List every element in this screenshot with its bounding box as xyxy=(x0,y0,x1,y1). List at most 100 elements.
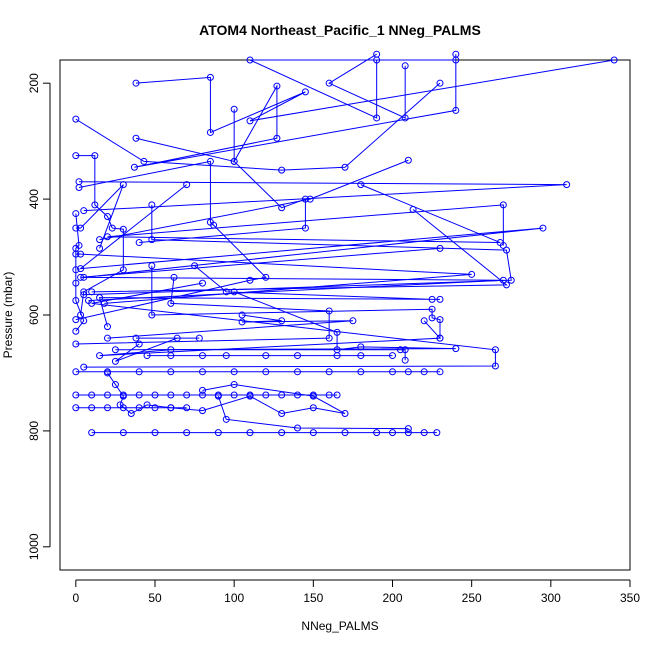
data-point xyxy=(230,157,238,165)
data-point xyxy=(135,340,143,348)
data-point xyxy=(72,368,80,376)
data-point xyxy=(132,79,140,87)
data-point xyxy=(278,410,286,418)
data-point xyxy=(262,391,270,399)
x-tick-label: 0 xyxy=(72,591,79,605)
data-point xyxy=(88,391,96,399)
data-point xyxy=(104,334,111,342)
data-point xyxy=(539,224,547,232)
data-point xyxy=(262,273,270,281)
data-point xyxy=(238,311,246,319)
data-point xyxy=(396,346,404,354)
data-point xyxy=(433,429,441,437)
data-point xyxy=(436,79,444,87)
data-series xyxy=(143,352,396,360)
data-point xyxy=(80,363,88,371)
data-point xyxy=(341,410,349,418)
series-line xyxy=(83,282,496,368)
data-point xyxy=(80,288,88,296)
x-axis-label: NNeg_PALMS xyxy=(301,619,378,633)
x-tick-label: 50 xyxy=(148,591,162,605)
data-point xyxy=(72,404,80,412)
data-series xyxy=(72,152,127,319)
data-point xyxy=(199,352,206,360)
y-tick-label: 200 xyxy=(27,73,41,93)
data-point xyxy=(373,50,381,58)
data-point xyxy=(333,328,341,336)
data-point xyxy=(143,352,151,360)
x-axis: 0 50 100 150 200 250 300 350 xyxy=(72,579,640,605)
data-point xyxy=(80,317,88,325)
data-point xyxy=(127,410,135,418)
data-point xyxy=(132,334,140,342)
series-line xyxy=(75,184,124,249)
data-series xyxy=(72,368,444,376)
data-point xyxy=(167,368,175,376)
data-point xyxy=(428,305,436,313)
data-point xyxy=(246,56,254,64)
data-point xyxy=(195,334,203,342)
series-line xyxy=(75,155,124,316)
series-line xyxy=(134,54,457,168)
data-point xyxy=(246,392,254,400)
data-point xyxy=(173,334,181,342)
series-layer xyxy=(72,50,618,437)
data-point xyxy=(108,224,116,232)
data-point xyxy=(341,429,349,437)
data-point xyxy=(404,156,412,164)
data-point xyxy=(170,273,178,281)
data-point xyxy=(75,178,83,186)
data-point xyxy=(309,404,317,412)
data-series xyxy=(75,178,571,215)
series-line xyxy=(99,320,442,361)
data-point xyxy=(88,299,96,307)
x-tick-label: 350 xyxy=(620,591,640,605)
data-point xyxy=(148,201,156,209)
data-point xyxy=(404,429,412,437)
series-line xyxy=(328,53,406,119)
data-point xyxy=(119,392,127,400)
plot-frame xyxy=(59,59,631,571)
series-line xyxy=(75,213,85,332)
data-point xyxy=(491,362,499,370)
data-point xyxy=(88,404,96,412)
data-point xyxy=(183,181,191,189)
data-series xyxy=(80,279,499,371)
series-line xyxy=(78,184,543,278)
data-point xyxy=(333,352,341,360)
data-point xyxy=(325,334,333,342)
data-series xyxy=(88,206,510,296)
data-point xyxy=(309,392,317,400)
data-point xyxy=(230,288,238,296)
data-point xyxy=(563,181,571,189)
data-series xyxy=(72,210,88,335)
data-point xyxy=(420,317,428,325)
data-point xyxy=(167,391,175,399)
series-line xyxy=(78,181,567,212)
data-point xyxy=(436,316,444,324)
data-point xyxy=(389,429,396,437)
data-point xyxy=(341,163,349,171)
data-point xyxy=(389,368,396,376)
y-tick-label: 400 xyxy=(27,189,41,209)
data-point xyxy=(610,56,618,64)
series-line xyxy=(75,277,330,345)
data-point xyxy=(503,246,510,254)
data-point xyxy=(499,241,507,249)
data-point xyxy=(273,134,281,142)
data-point xyxy=(135,391,143,399)
data-point xyxy=(119,225,127,233)
data-series xyxy=(80,201,515,299)
data-point xyxy=(349,317,357,325)
data-point xyxy=(273,82,281,90)
data-series xyxy=(132,56,618,136)
data-point xyxy=(420,368,428,376)
data-point xyxy=(72,327,80,335)
data-point xyxy=(135,239,143,247)
data-point xyxy=(191,262,199,270)
data-point xyxy=(262,352,270,360)
data-point xyxy=(230,391,238,399)
data-series xyxy=(88,429,441,437)
data-point xyxy=(238,318,246,326)
data-point xyxy=(357,368,365,376)
